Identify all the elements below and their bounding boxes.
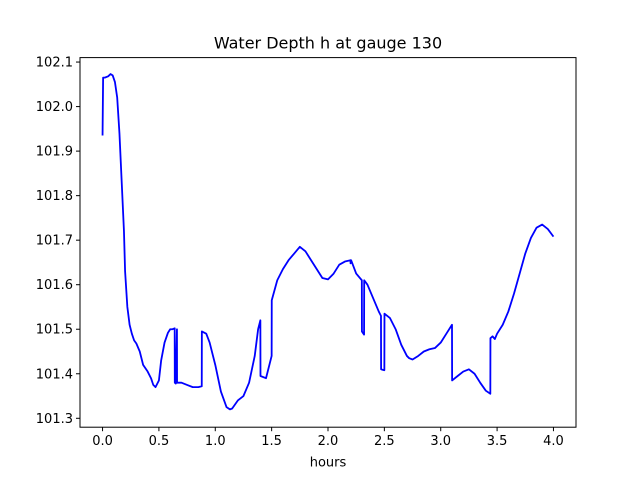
x-tick-label: 0.0: [92, 434, 113, 449]
x-tick-label: 1.0: [205, 434, 226, 449]
x-tick-label: 4.0: [543, 434, 564, 449]
x-tick-label: 3.0: [430, 434, 451, 449]
x-tick-label: 2.5: [374, 434, 395, 449]
y-tick-label: 101.3: [36, 412, 73, 427]
x-tick-label: 2.0: [318, 434, 339, 449]
series-layer: [101, 73, 555, 411]
y-tick-label: 101.8: [36, 189, 73, 204]
x-axis-label: hours: [310, 456, 347, 471]
y-tick-label: 101.6: [36, 278, 73, 293]
y-tick-label: 101.7: [36, 234, 73, 249]
y-tick-label: 102.1: [36, 56, 73, 71]
y-tick-label: 102.0: [36, 100, 73, 115]
y-tick-label: 101.4: [36, 367, 73, 382]
y-axis-ticks: 101.3 101.4 101.5 101.6 101.7 101.8 101.9 102.0…: [36, 56, 80, 427]
plot-frame: [79, 57, 577, 428]
y-tick-label: 101.5: [36, 323, 73, 338]
x-tick-label: 0.5: [149, 434, 170, 449]
x-axis-ticks: 0.0 0.5 1.0 1.5 2.0 2.5 3.0 3.5 4.0: [92, 427, 564, 449]
x-tick-label: 1.5: [261, 434, 282, 449]
chart-title: Water Depth h at gauge 130: [214, 34, 442, 53]
x-tick-label: 3.5: [487, 434, 508, 449]
series-line: [101, 73, 555, 411]
y-tick-label: 101.9: [36, 145, 73, 160]
